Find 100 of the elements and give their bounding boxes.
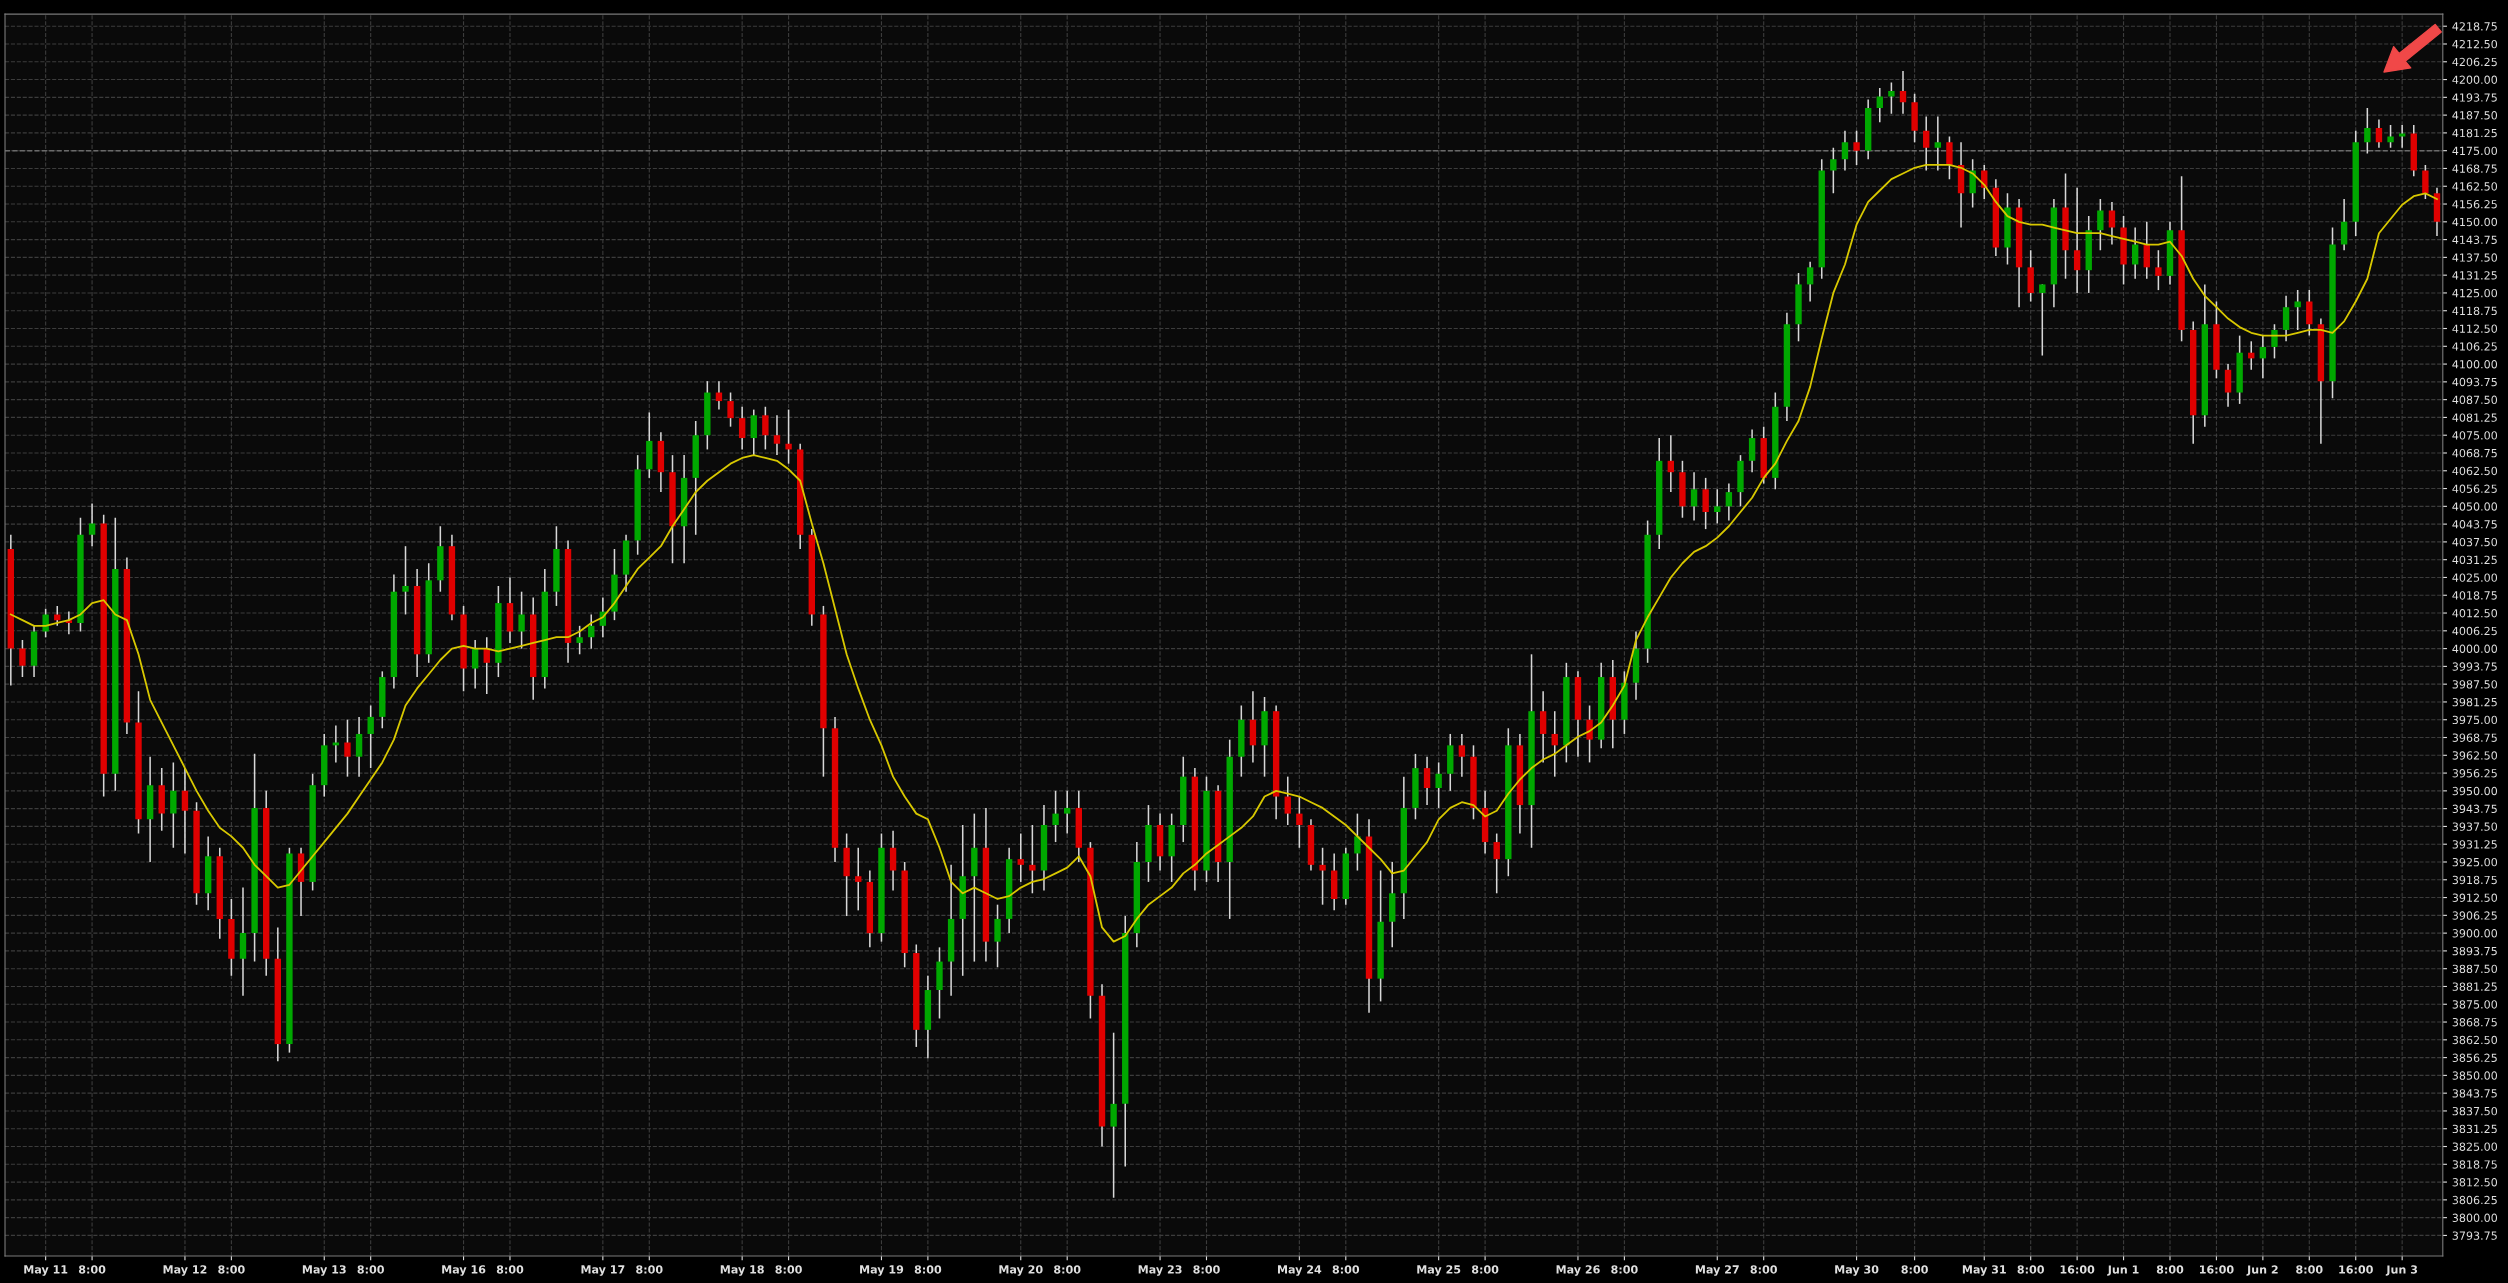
- x-tick-label: 8:00: [2156, 1265, 2184, 1274]
- y-tick-label: 4156.25: [2452, 200, 2497, 209]
- candlestick: [2108, 201, 2116, 246]
- candlestick: [1064, 790, 1071, 835]
- candlestick: [1110, 1031, 1117, 1199]
- y-tick-label: 3825.00: [2452, 1142, 2498, 1151]
- candlestick: [2387, 124, 2394, 149]
- y-tick-label: 3900.00: [2452, 929, 2498, 938]
- candlestick: [994, 903, 1001, 969]
- candlestick: [1969, 158, 1976, 209]
- y-tick-label: 4000.00: [2452, 644, 2498, 653]
- y-tick-label: 4025.00: [2452, 573, 2498, 582]
- candlestick: [1725, 482, 1733, 522]
- y-tick-label: 3850.00: [2452, 1071, 2498, 1080]
- y-tick-label: 4018.75: [2452, 591, 2497, 600]
- candlestick: [2422, 164, 2429, 200]
- x-tick-label: Jun 3: [2385, 1265, 2418, 1276]
- x-tick-label: 8:00: [78, 1265, 106, 1274]
- candlestick: [332, 724, 340, 764]
- x-tick-label: 8:00: [914, 1265, 942, 1274]
- y-tick-label: 3862.50: [2452, 1035, 2498, 1045]
- x-tick-label: May 25: [1417, 1265, 1461, 1276]
- y-tick-label: 4093.75: [2452, 377, 2497, 387]
- y-tick-label: 4006.25: [2452, 626, 2497, 636]
- x-tick-label: May 31: [1962, 1265, 2006, 1276]
- x-tick-label: May 24: [1277, 1265, 1322, 1276]
- x-tick-label: 8:00: [1611, 1265, 1638, 1274]
- candlestick: [54, 605, 61, 627]
- y-tick-label: 4056.25: [2452, 484, 2497, 493]
- y-tick-label: 4062.50: [2452, 466, 2498, 476]
- candlestick: [2224, 363, 2232, 408]
- y-tick-label: 4200.00: [2452, 75, 2498, 84]
- x-tick-label: 8:00: [1193, 1265, 1220, 1274]
- y-tick-label: 3931.25: [2452, 840, 2497, 849]
- x-tick-label: May 30: [1835, 1265, 1879, 1276]
- y-tick-label: 3925.00: [2452, 857, 2498, 867]
- y-tick-label: 3937.50: [2452, 822, 2498, 831]
- y-tick-label: 4168.75: [2452, 164, 2497, 173]
- candlestick: [367, 704, 374, 769]
- y-tick-label: 3912.50: [2452, 893, 2498, 902]
- y-tick-label: 3818.75: [2452, 1160, 2497, 1169]
- y-tick-label: 3856.25: [2452, 1053, 2497, 1062]
- candlestick: [1934, 115, 1942, 172]
- y-tick-label: 4112.50: [2452, 324, 2498, 333]
- y-tick-label: 3831.25: [2452, 1124, 2497, 1134]
- candlestick: [1806, 260, 1814, 303]
- y-tick-label: 4081.25: [2452, 413, 2497, 422]
- y-tick-label: 4181.25: [2452, 128, 2497, 138]
- x-tick-label: 8:00: [357, 1265, 384, 1274]
- y-tick-label: 4031.25: [2452, 555, 2497, 565]
- candlestick: [42, 608, 49, 638]
- candlestick: [1493, 832, 1500, 895]
- x-tick-label: May 18: [720, 1265, 764, 1276]
- x-tick-label: Jun 2: [2246, 1265, 2278, 1276]
- y-tick-label: 4175.00: [2452, 146, 2498, 156]
- y-tick-label: 3800.00: [2452, 1213, 2498, 1223]
- candlestick: [1841, 130, 1849, 172]
- candlestick: [471, 639, 479, 690]
- y-tick-label: 4206.25: [2452, 57, 2497, 67]
- x-tick-label: 8:00: [2296, 1265, 2323, 1274]
- candlestick: [2039, 283, 2046, 357]
- x-tick-label: May 13: [302, 1265, 346, 1276]
- x-tick-label: Jun 1: [2107, 1265, 2139, 1276]
- y-tick-label: 4118.75: [2452, 306, 2497, 316]
- candlestick: [1296, 795, 1303, 849]
- y-tick-label: 3837.50: [2452, 1106, 2498, 1116]
- y-tick-label: 4106.25: [2452, 342, 2497, 351]
- candlestick: [2131, 226, 2139, 280]
- candlestick: [1423, 755, 1431, 806]
- y-tick-label: 4212.50: [2452, 39, 2498, 49]
- x-tick-label: 16:00: [2339, 1265, 2373, 1274]
- candlestick: [2364, 107, 2371, 155]
- x-tick-label: May 20: [999, 1265, 1043, 1276]
- candlestick: [2271, 323, 2278, 360]
- candlestick: [1435, 761, 1442, 809]
- candlestick: [1714, 488, 1721, 525]
- y-tick-label: 3968.75: [2452, 733, 2497, 742]
- candlestick: [1853, 130, 1860, 166]
- y-tick-label: 3950.00: [2452, 786, 2498, 796]
- y-tick-label: 3793.75: [2452, 1231, 2497, 1240]
- y-tick-label: 3868.75: [2452, 1018, 2497, 1027]
- y-tick-label: 3956.25: [2452, 769, 2497, 778]
- y-tick-label: 4037.50: [2452, 537, 2498, 547]
- y-tick-label: 3943.75: [2452, 804, 2497, 814]
- candlestick: [889, 829, 897, 892]
- x-tick-label: 16:00: [2200, 1265, 2234, 1274]
- candlestick: [1284, 775, 1291, 826]
- candlestick: [2294, 289, 2301, 331]
- candlestick: [2259, 334, 2267, 380]
- x-tick-label: 8:00: [496, 1265, 524, 1274]
- candlestick: [170, 761, 177, 849]
- y-tick-label: 3806.25: [2452, 1195, 2497, 1205]
- x-tick-label: 8:00: [636, 1265, 663, 1274]
- candlestick: [2143, 221, 2150, 280]
- x-tick-label: May 19: [860, 1265, 904, 1276]
- candlestick: [355, 716, 363, 778]
- candlestick: [1946, 135, 1953, 180]
- candlestick: [738, 405, 746, 451]
- candlestick: [2340, 198, 2348, 252]
- y-tick-label: 4087.50: [2452, 395, 2498, 405]
